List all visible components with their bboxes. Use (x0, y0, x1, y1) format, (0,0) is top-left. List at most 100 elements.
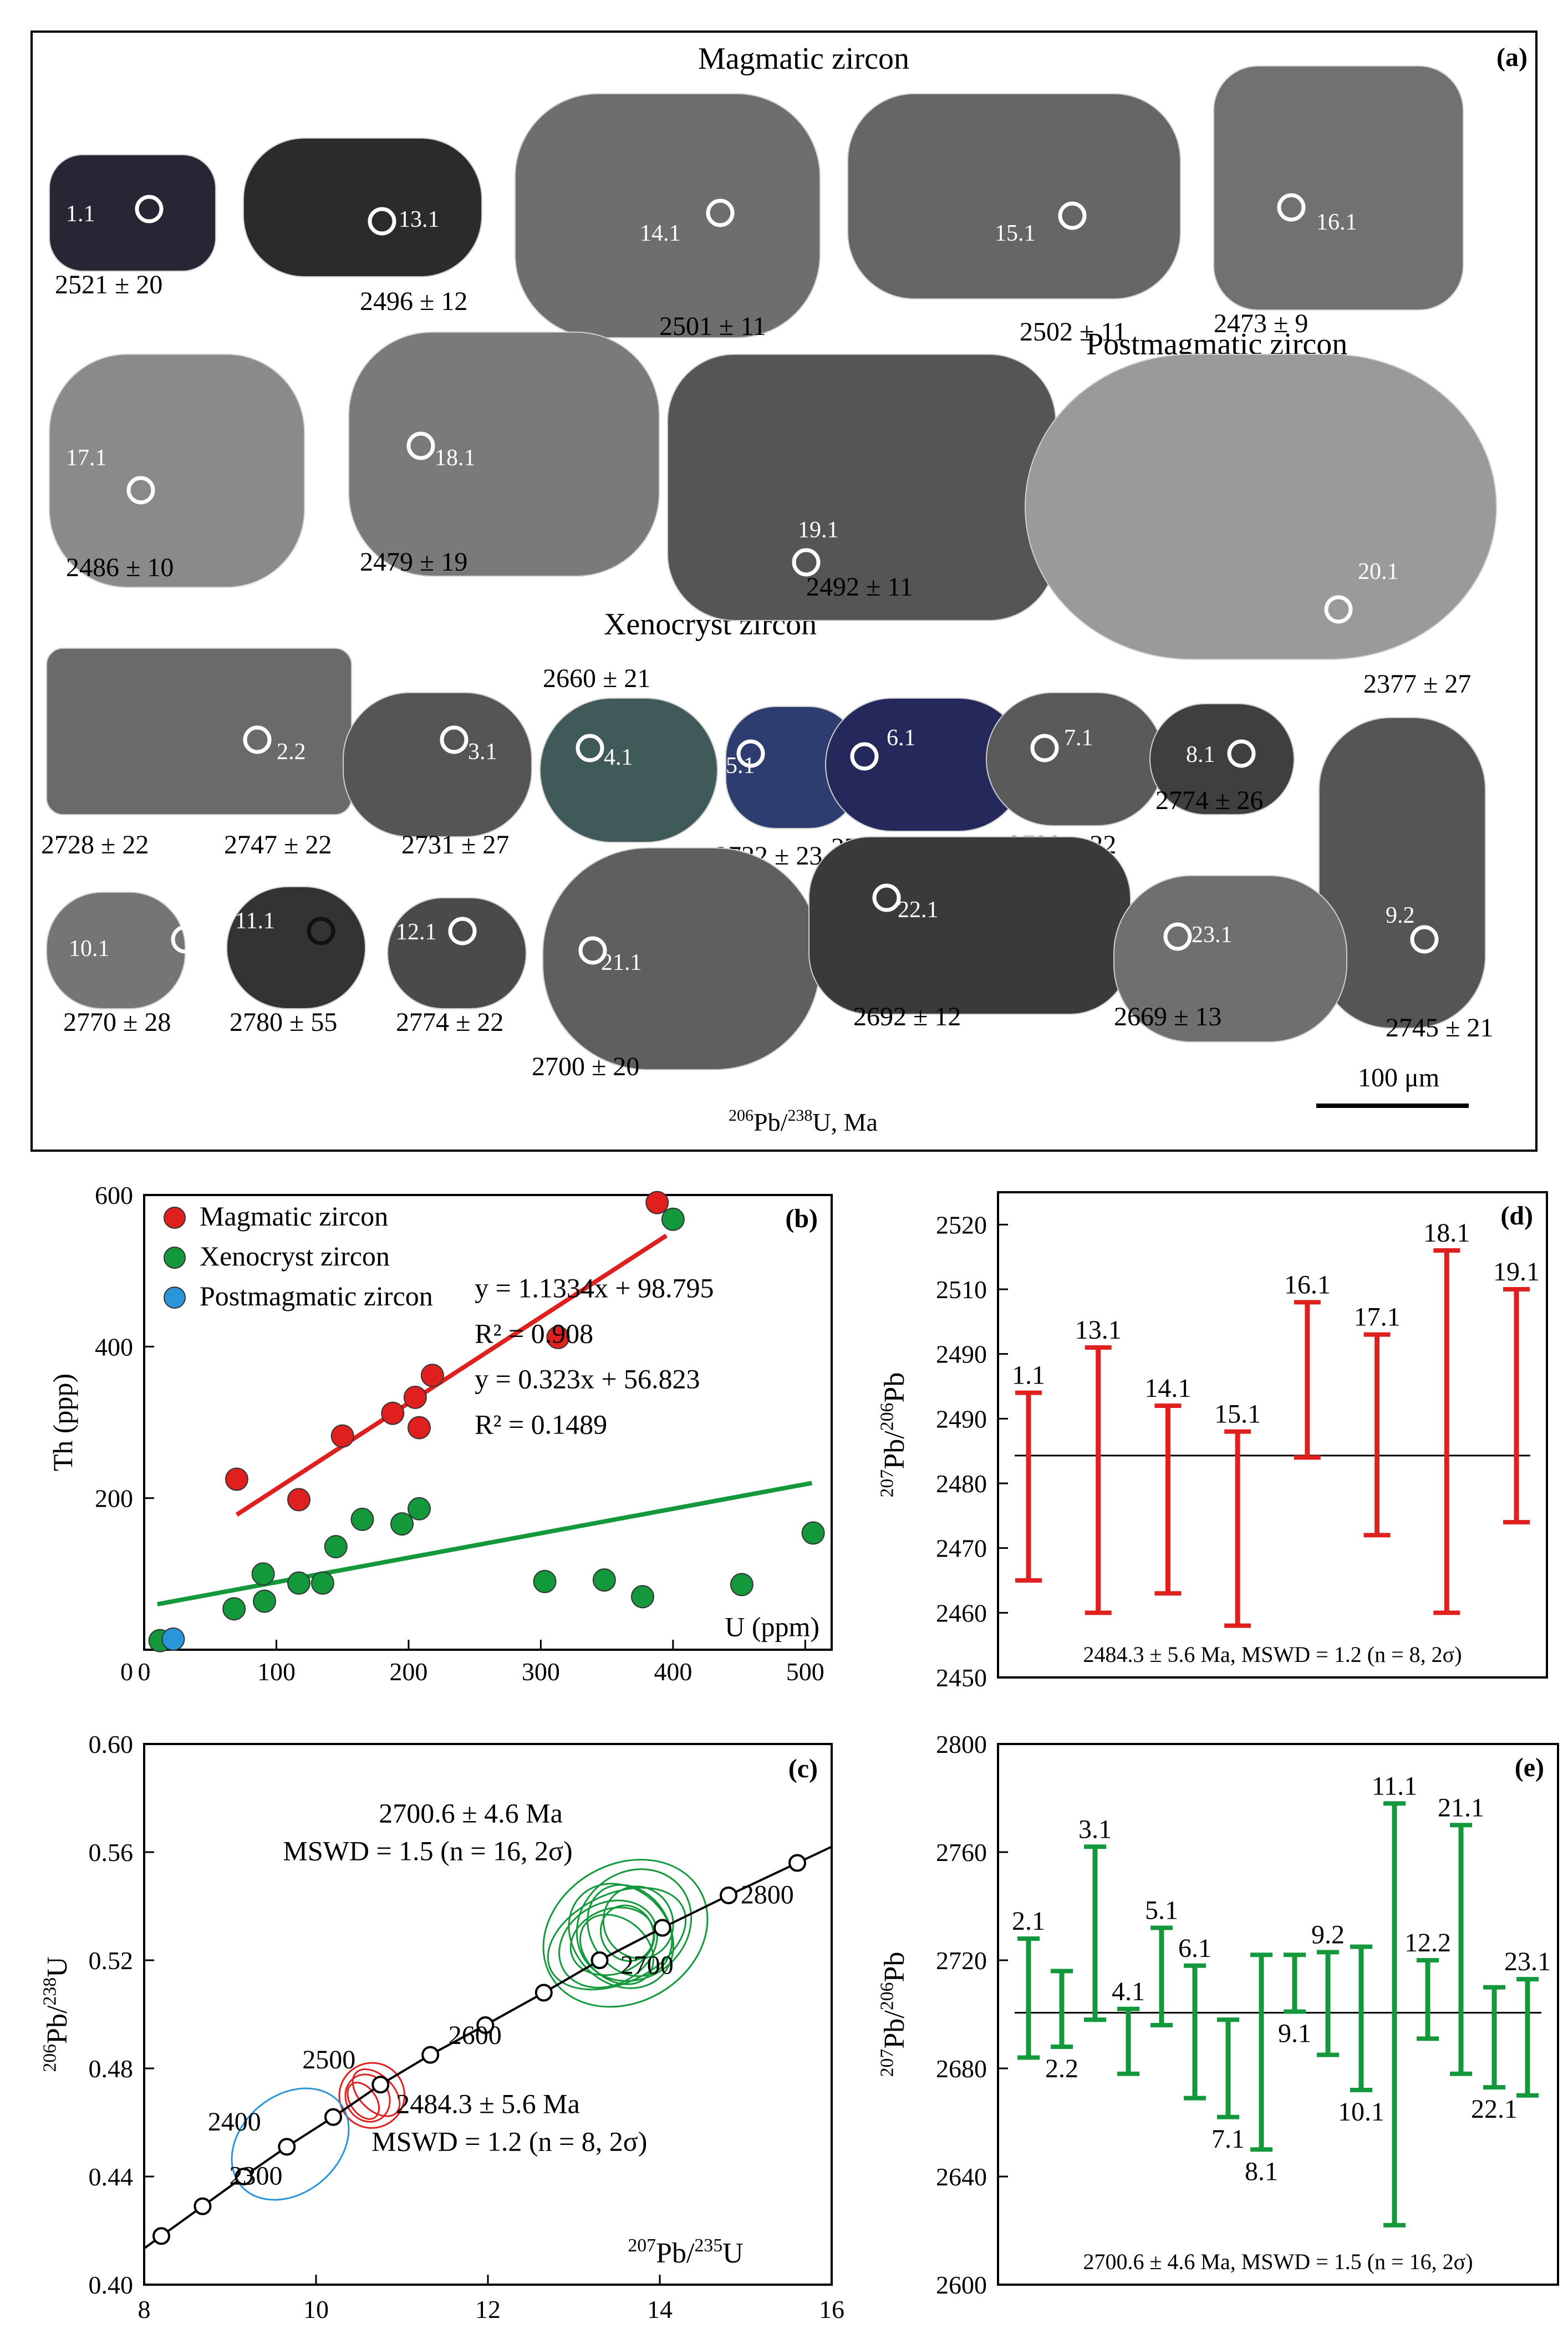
spot-id-label: 8.1 (1186, 742, 1215, 767)
error-ellipse (347, 2082, 380, 2120)
weighted-mean-caption: 2484.3 ± 5.6 Ma, MSWD = 1.2 (n = 8, 2σ) (1083, 1642, 1462, 1667)
x-tick-label: 300 (522, 1657, 560, 1686)
y-axis-label-part: U (42, 1956, 73, 1977)
magmatic-age-annotation: 2484.3 ± 5.6 Ma (396, 2088, 580, 2119)
zircon-grain-image (387, 897, 527, 1009)
x-tick-label: 500 (786, 1657, 824, 1686)
spot-label: 15.1 (1214, 1400, 1261, 1429)
zircon-grain: 1.1 2521 ± 20 (49, 154, 216, 299)
error-ellipse (231, 2087, 350, 2201)
y-tick-label: 2600 (936, 2271, 987, 2299)
y-tick-label: 2800 (936, 1730, 987, 1758)
x-axis-label-part: Pb/ (656, 2238, 695, 2269)
analysis-spot (1277, 193, 1306, 222)
data-point (310, 1571, 334, 1595)
zircon-grain-image (1113, 875, 1347, 1043)
panel-label: (c) (788, 1754, 818, 1783)
analysis-spot (872, 883, 901, 912)
zircon-grain: 22.1 2692 ± 12 (808, 836, 1131, 1031)
zircon-grain: 9.2 2745 ± 21 (1318, 717, 1493, 1043)
legend-label: Postmagmatic zircon (200, 1280, 433, 1311)
spot-id-label: 22.1 (898, 897, 939, 923)
zircon-grain: 4.1 2660 ± 21 (539, 664, 718, 843)
y-axis-label-part: 207 (877, 1469, 897, 1498)
analysis-spot (706, 199, 735, 227)
equation-annotation: R² = 0.1489 (475, 1409, 607, 1440)
analysis-spot (440, 725, 469, 754)
grain-age-label: 2774 ± 26 (1155, 786, 1263, 815)
spot-id-label: 9.2 (1386, 903, 1415, 928)
data-point (251, 1562, 275, 1586)
analysis-spot (135, 195, 164, 223)
concordia-age-marker (421, 2046, 440, 2064)
spot-label: 4.1 (1112, 1977, 1145, 2006)
grain-age-label: 2502 ± 11 (1020, 317, 1127, 347)
zircon-grain-image (1213, 65, 1464, 311)
grain-age-label: 2692 ± 12 (853, 1002, 961, 1031)
spot-id-label: 16.1 (1316, 210, 1357, 235)
zircon-grain: 7.12739 ± 22 (986, 692, 1164, 860)
concordia-age-label: 2500 (302, 2045, 355, 2074)
zircon-grain-image (49, 154, 216, 272)
x-tick-label: 8 (138, 2295, 151, 2323)
y-tick-label: 600 (95, 1181, 133, 1209)
spot-id-label: 4.1 (604, 745, 633, 770)
y-tick-label: 2450 (936, 1664, 987, 1692)
y-tick-label: 2680 (936, 2055, 987, 2083)
y-tick-label: 2480 (936, 1469, 987, 1498)
spot-id-label: 14.1 (640, 221, 681, 246)
x-axis-label: 207Pb/235U (628, 2235, 743, 2269)
grain-age-label: 2728 ± 22 (41, 830, 149, 860)
data-point (161, 1627, 185, 1651)
y-axis-label-part: 206 (39, 2044, 60, 2072)
panel-label: (b) (785, 1204, 818, 1233)
spot-id-label: 21.1 (601, 950, 642, 975)
zircon-grain: 2.2 2747 ± 22 (46, 648, 352, 860)
y-axis-label: 207Pb/206Pb (877, 1372, 910, 1498)
y-tick-label: 2460 (936, 1599, 987, 1627)
y-axis-label-part: 206 (877, 1403, 897, 1431)
y-tick-label: 2490 (936, 1340, 987, 1369)
spot-id-label: 13.1 (399, 207, 440, 232)
concordia-age-marker (152, 2227, 170, 2245)
zircon-grain: 17.1 2486 ± 10 (49, 354, 305, 588)
y-axis-label: 207Pb/206Pb (877, 1952, 910, 2077)
xenocryst-age-annotation: 2700.6 ± 4.6 Ma (379, 1797, 563, 1828)
spot-id-label: 20.1 (1358, 559, 1399, 584)
spot-label: 17.1 (1354, 1303, 1401, 1332)
equation-annotation: y = 0.323x + 56.823 (475, 1364, 700, 1395)
concordia-age-marker (476, 2016, 495, 2034)
x-tick-label: 14 (647, 2295, 673, 2323)
concordia-age-marker (534, 1984, 553, 2002)
analysis-spot (736, 739, 765, 768)
axis-note-238: 238 (787, 1106, 812, 1125)
zircon-grain-image (808, 836, 1131, 1015)
spot-label: 14.1 (1144, 1374, 1191, 1403)
grain-age-label: 2660 ± 21 (543, 664, 650, 693)
y-tick-label: 0.40 (89, 2271, 134, 2299)
grain-age-label: 2496 ± 12 (360, 287, 467, 316)
grain-age-label: 2700 ± 20 (532, 1052, 639, 1081)
y-axis-label-part: Pb (879, 1372, 910, 1403)
plot-frame (997, 1191, 1548, 1679)
spot-label: 7.1 (1211, 2124, 1245, 2154)
spot-id-label: 5.1 (726, 753, 755, 779)
grain-age-label: 2669 ± 13 (1114, 1002, 1221, 1031)
x-axis-label-part: 235 (694, 2235, 722, 2256)
y-tick-label: 0.60 (89, 1730, 134, 1758)
spot-label: 9.2 (1311, 1920, 1345, 1949)
scale-bar-label: 100 μm (1358, 1063, 1439, 1092)
spot-label: 23.1 (1504, 1947, 1551, 1976)
zircon-grain-image (539, 698, 718, 843)
axis-note-pb: Pb/ (754, 1108, 788, 1136)
spot-id-label: 7.1 (1064, 725, 1093, 751)
zircon-grain: 18.1 2479 ± 19 (348, 332, 660, 577)
panel-b-th-u-scatter: 0 100 200 300 400 500 200 400 600 0 Th (ppp) U (ppm… (47, 1181, 833, 1686)
equation-annotation: y = 1.1334x + 98.795 (475, 1273, 714, 1304)
y-tick-label: 0.52 (89, 1946, 134, 1975)
spot-label: 2.1 (1012, 1906, 1045, 1936)
zircon-grain: 14.1 2501 ± 11 (515, 93, 821, 341)
legend-marker (164, 1247, 186, 1269)
plot-frame (143, 1194, 833, 1651)
data-point (381, 1401, 405, 1425)
